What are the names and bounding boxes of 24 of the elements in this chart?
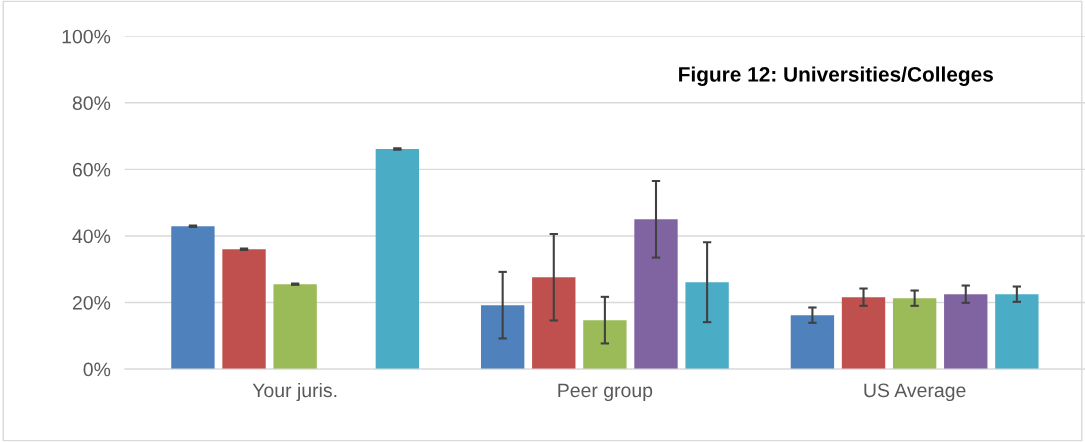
text: Figure 12: Universities/Colleges (679, 66, 993, 86)
bar (995, 294, 1039, 370)
bar (790, 315, 835, 370)
bar (685, 282, 729, 370)
bar (375, 149, 420, 370)
x-tick-label: Your juris. (252, 382, 337, 402)
bar (171, 226, 215, 370)
bar (634, 219, 678, 370)
bar (944, 294, 988, 370)
bar (841, 297, 886, 370)
y-tick-label: 60% (72, 162, 111, 177)
bar (273, 284, 317, 370)
y-tick-label: 40% (72, 229, 111, 244)
y-tick-label: 0% (83, 362, 111, 377)
y-tick-label: 20% (72, 295, 111, 310)
y-tick-label: 100% (62, 29, 111, 44)
bar (583, 320, 627, 370)
bar (892, 298, 937, 370)
bar (480, 305, 525, 370)
y-tick-label: 80% (72, 96, 111, 111)
bar (532, 277, 576, 370)
bar (222, 249, 266, 370)
x-tick-label: Peer group (558, 383, 653, 402)
x-tick-label: US Average (864, 383, 966, 402)
